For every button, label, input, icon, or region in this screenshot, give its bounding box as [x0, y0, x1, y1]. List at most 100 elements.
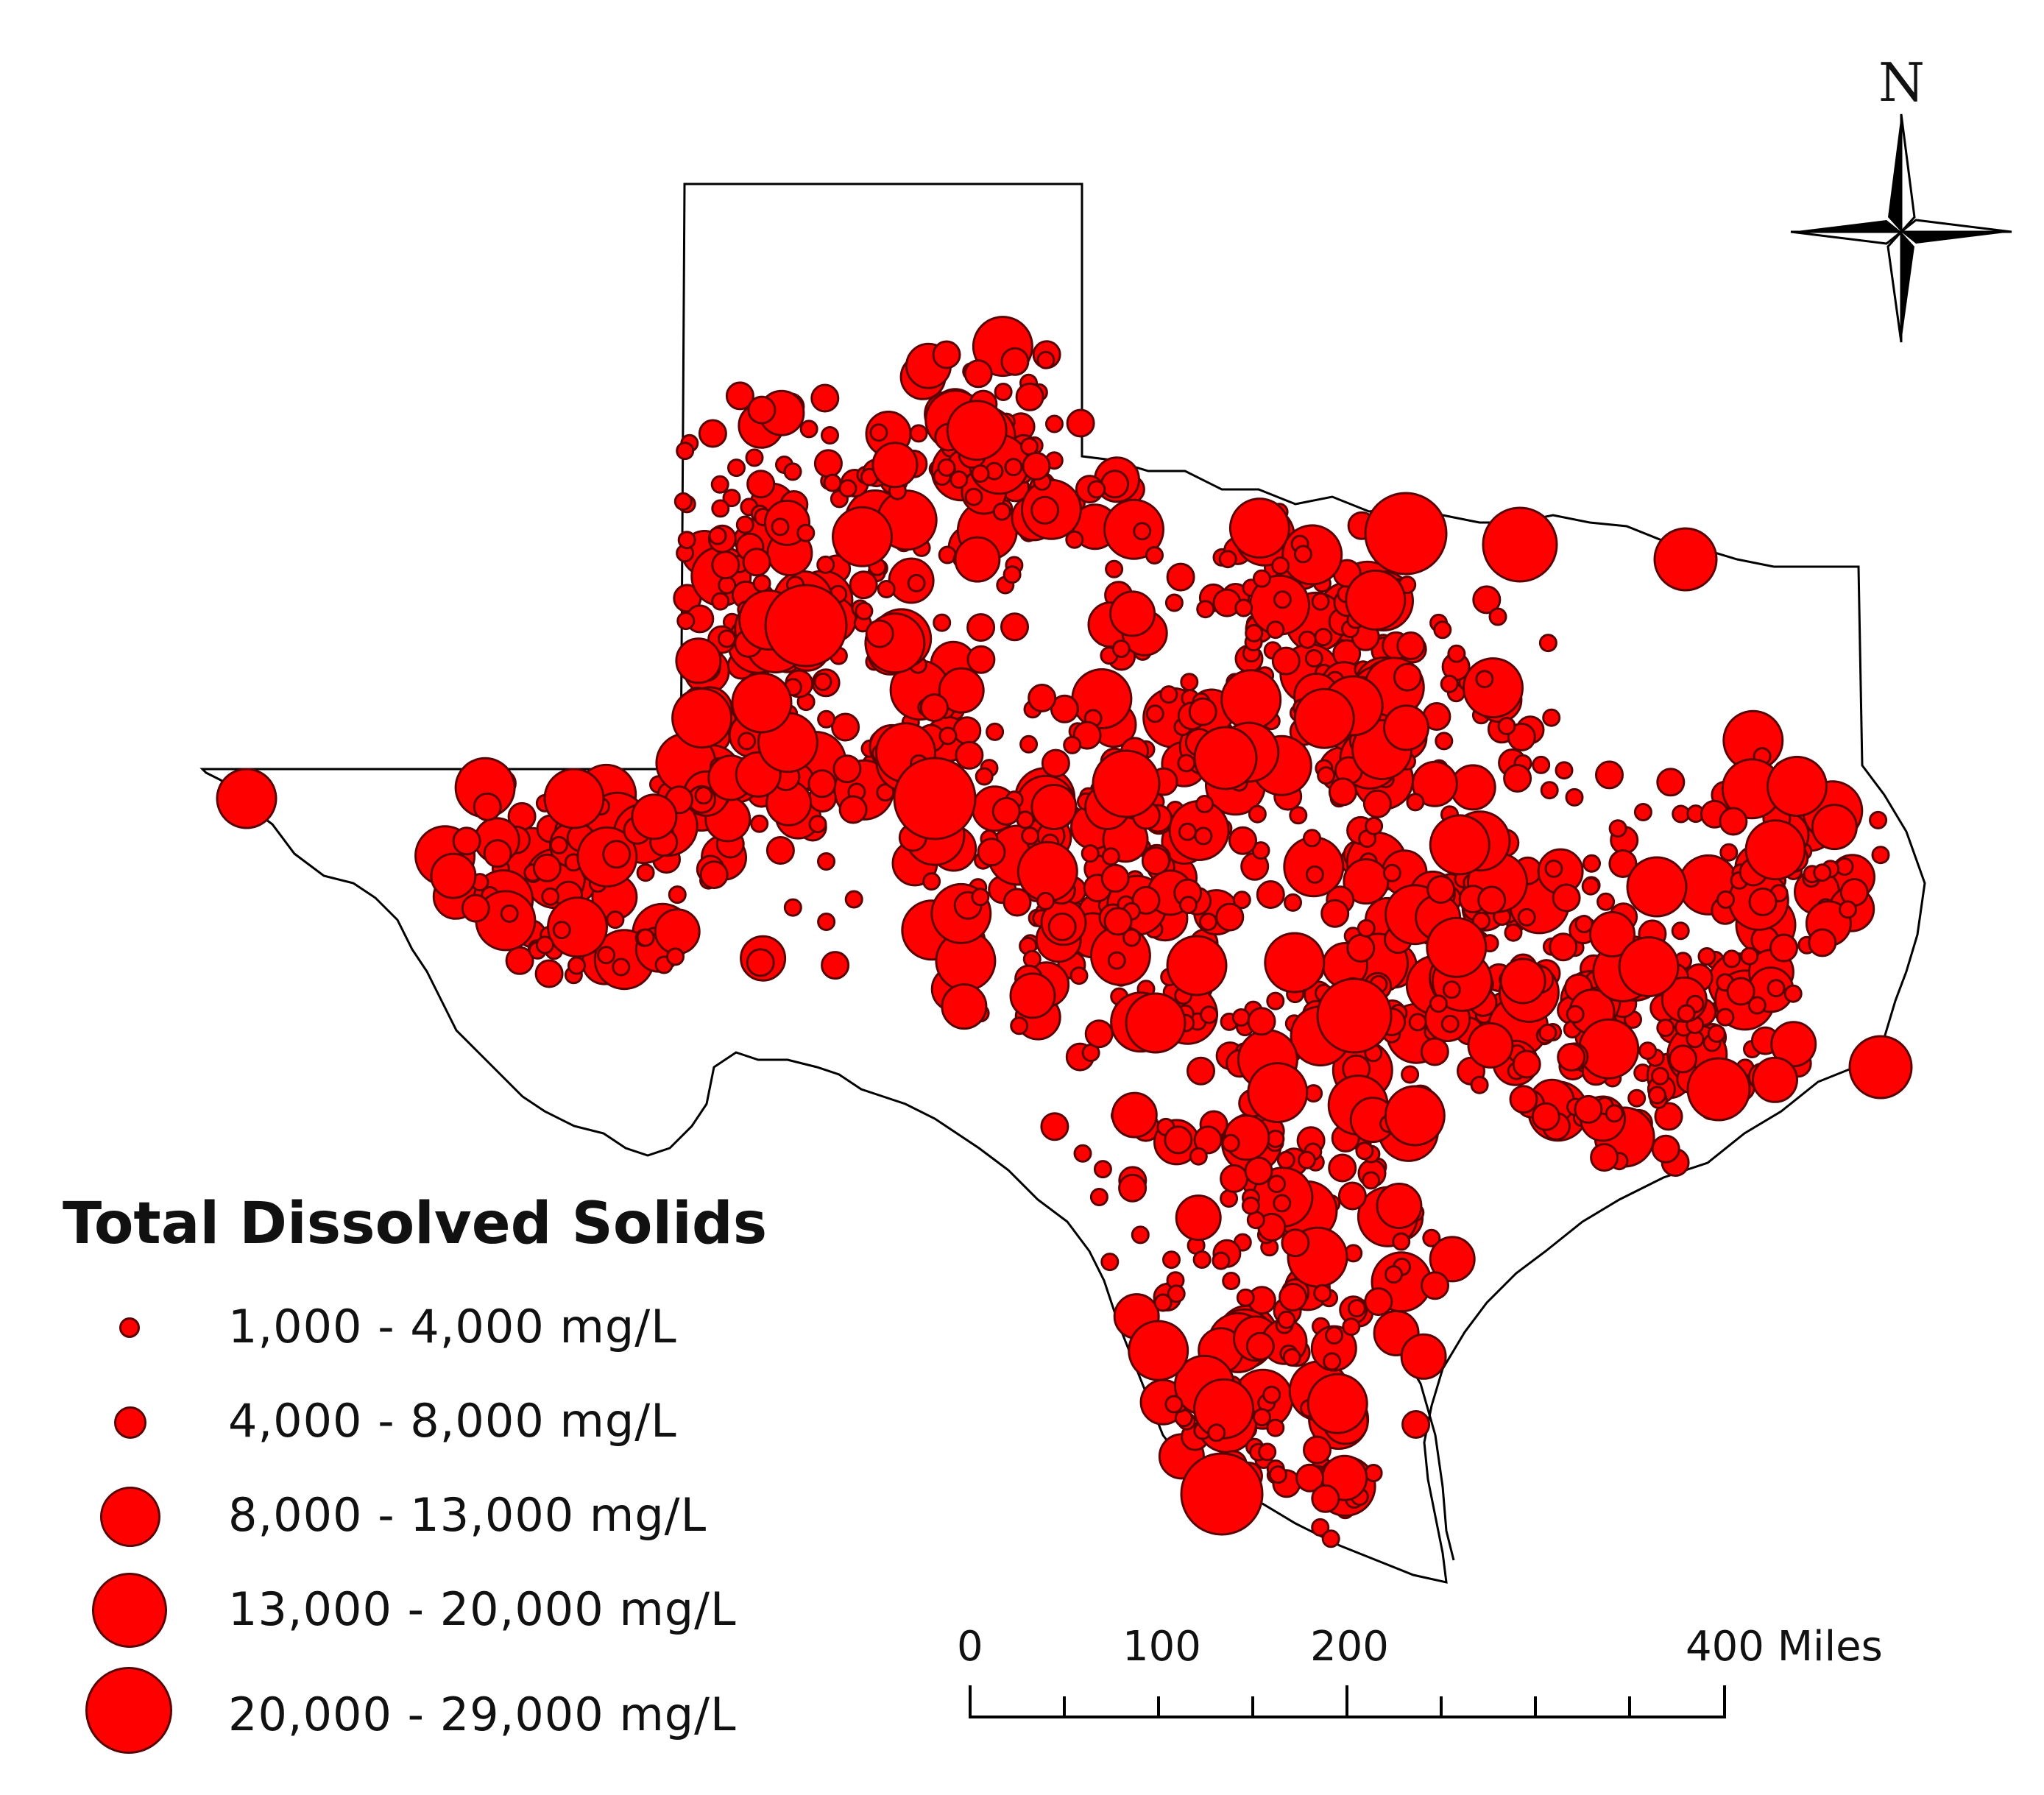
tds-point	[1282, 1348, 1301, 1367]
legend-label: 4,000 - 8,000 mg/L	[228, 1394, 677, 1448]
tds-point	[1544, 859, 1563, 878]
tds-point	[1247, 1062, 1309, 1124]
tds-point	[1421, 1271, 1449, 1300]
tds-point	[1447, 644, 1466, 663]
tds-point	[1656, 1019, 1675, 1038]
tds-point	[430, 852, 477, 899]
tds-point	[1004, 458, 1023, 477]
tds-point	[1596, 892, 1616, 911]
legend-title: Total Dissolved Solids	[63, 1191, 768, 1257]
legend-label: 13,000 - 20,000 mg/L	[228, 1582, 737, 1636]
tds-point	[1234, 598, 1253, 617]
tds-point	[1638, 1041, 1658, 1061]
tds-point	[810, 383, 840, 413]
tds-point	[1442, 980, 1461, 999]
tds-point	[1220, 1164, 1249, 1193]
tds-point	[1346, 933, 1376, 963]
tds-point	[1145, 546, 1164, 564]
tds-point	[821, 951, 850, 980]
tds-point	[1063, 735, 1082, 754]
tds-point	[1050, 694, 1079, 723]
tds-point	[832, 754, 862, 784]
tds-point	[1538, 634, 1557, 653]
tds-point-large	[1125, 992, 1187, 1054]
tds-point	[1267, 1175, 1286, 1194]
tds-point	[1542, 708, 1561, 727]
tds-point	[799, 419, 818, 439]
tds-point	[727, 459, 746, 478]
tds-point	[500, 904, 519, 923]
tds-point	[1093, 1160, 1112, 1179]
tds-point	[817, 709, 836, 729]
tds-point	[1321, 1529, 1340, 1548]
tds-point	[747, 395, 777, 425]
tds-point	[1305, 865, 1324, 884]
tds-point	[1215, 902, 1245, 932]
tds-point	[932, 340, 961, 369]
tds-point	[1284, 893, 1302, 912]
tds-point	[1180, 673, 1199, 692]
tds-point	[1555, 761, 1574, 780]
tds-point	[1030, 495, 1060, 525]
tds-point	[1726, 977, 1755, 1006]
tds-point	[1311, 1518, 1330, 1537]
legend-label: 8,000 - 13,000 mg/L	[228, 1488, 707, 1542]
tds-point	[1028, 684, 1057, 712]
tds-point	[473, 792, 502, 821]
tds-point	[1118, 1173, 1147, 1203]
tds-point	[1245, 1331, 1275, 1361]
tds-point	[1589, 911, 1635, 957]
tds-point	[1633, 803, 1652, 821]
tds-point	[1166, 562, 1195, 592]
tds-point	[1656, 768, 1686, 797]
tds-point	[966, 645, 996, 674]
tds-point	[1303, 829, 1321, 848]
tds-point	[1036, 891, 1055, 910]
tds-point	[1245, 623, 1264, 642]
tds-point	[1871, 846, 1890, 865]
tds-point	[1207, 1423, 1226, 1442]
tds-point	[718, 629, 736, 648]
tds-point	[1019, 734, 1039, 754]
tds-point	[1002, 565, 1022, 584]
tds-point	[1040, 1112, 1069, 1141]
tds-point	[1196, 600, 1215, 619]
texas-outline	[199, 183, 1926, 1584]
tds-point	[964, 487, 983, 506]
tds-point	[1376, 1183, 1423, 1229]
tds-point	[1000, 612, 1029, 642]
tds-point	[1470, 1075, 1489, 1094]
tds-point	[1313, 1284, 1332, 1303]
tds-point-large	[1482, 506, 1558, 583]
tds-point	[1590, 1143, 1619, 1172]
tds-point	[1557, 1042, 1586, 1072]
tds-point	[783, 462, 802, 481]
tds-point	[1752, 1056, 1798, 1103]
tds-point	[971, 464, 990, 483]
tds-point	[1382, 863, 1401, 882]
tds-point	[1411, 760, 1458, 807]
tds-point	[1000, 347, 1030, 376]
tds-point	[1066, 408, 1095, 438]
tds-point-large	[1092, 749, 1161, 818]
tds-point	[1231, 1008, 1251, 1027]
tds-point	[1220, 669, 1282, 731]
tds-point	[1401, 1065, 1420, 1084]
tds-point	[735, 515, 754, 534]
tds-point	[1531, 1102, 1560, 1131]
tds-point	[1345, 569, 1407, 631]
tds-point	[1167, 1284, 1186, 1303]
tds-point	[955, 740, 984, 770]
tds-point	[1021, 826, 1040, 846]
tds-point	[461, 893, 490, 923]
tds-point	[1517, 907, 1536, 927]
tds-point	[1101, 847, 1120, 866]
tds-point	[746, 470, 776, 499]
tds-point	[971, 888, 990, 907]
tds-point	[1084, 1019, 1114, 1049]
tds-point	[1298, 630, 1317, 649]
tds-point	[1303, 1435, 1332, 1465]
tds-point	[1232, 891, 1251, 910]
tds-point	[1707, 1024, 1726, 1043]
tds-point	[1145, 704, 1164, 723]
